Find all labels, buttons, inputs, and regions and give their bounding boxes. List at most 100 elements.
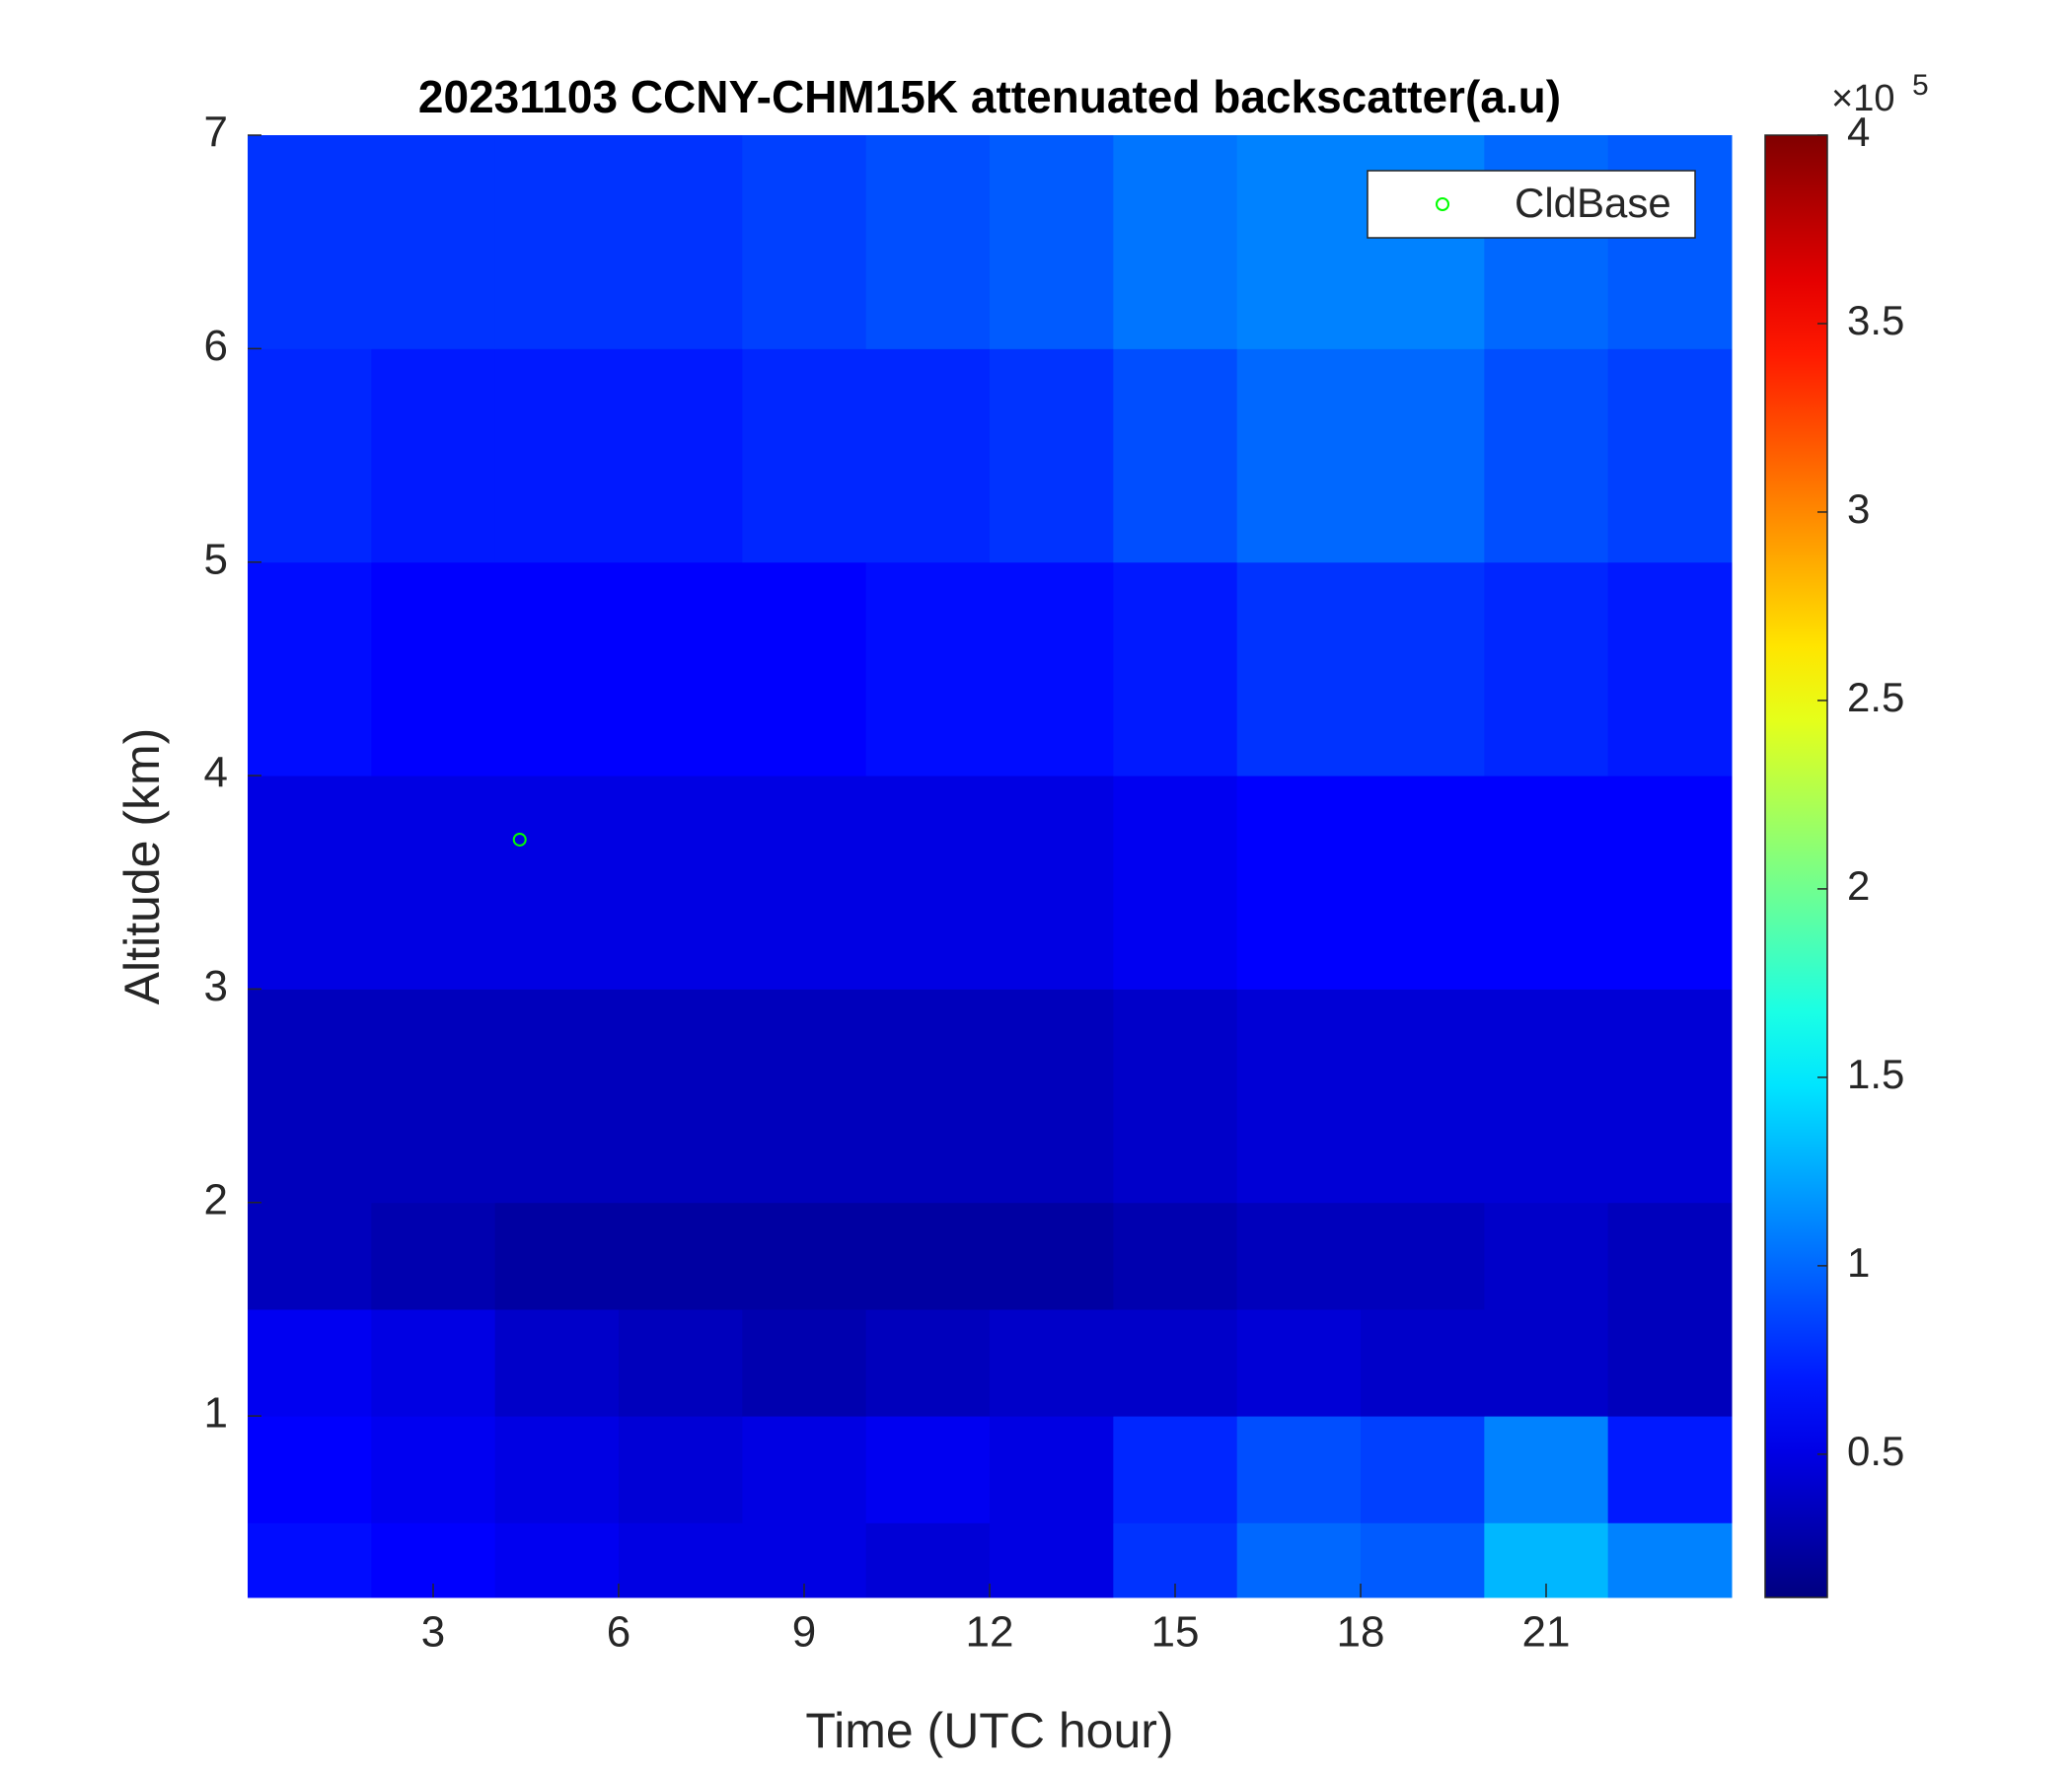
heatmap-cell bbox=[1236, 348, 1362, 563]
heatmap-cell bbox=[742, 1202, 867, 1310]
heatmap-cell bbox=[742, 989, 867, 1204]
heatmap-cell bbox=[1607, 776, 1733, 990]
heatmap-cell bbox=[1361, 1522, 1485, 1598]
heatmap-cell bbox=[1236, 776, 1362, 990]
heatmap-cell bbox=[742, 776, 867, 990]
heatmap-cell bbox=[1484, 561, 1609, 777]
heatmap-cell bbox=[248, 1202, 372, 1310]
heatmap-cell bbox=[1113, 989, 1238, 1204]
heatmap-cell bbox=[619, 1416, 743, 1523]
colorbar-tick-label: 1 bbox=[1847, 1239, 1870, 1286]
colorbar-tick-label: 1.5 bbox=[1847, 1051, 1904, 1097]
heatmap-cell bbox=[990, 348, 1114, 563]
heatmap-cell bbox=[619, 776, 743, 990]
heatmap-cell bbox=[1484, 135, 1609, 349]
heatmap-cell bbox=[619, 1202, 743, 1310]
colorbar-tick-label: 2.5 bbox=[1847, 674, 1904, 720]
heatmap-cell bbox=[865, 1522, 991, 1598]
heatmap-cell bbox=[248, 989, 372, 1204]
heatmap-cell bbox=[248, 1416, 372, 1523]
x-axis-label: Time (UTC hour) bbox=[805, 1703, 1173, 1758]
colorbar bbox=[1764, 134, 1828, 1598]
heatmap-cell bbox=[1361, 1416, 1485, 1523]
heatmap-cell bbox=[1361, 776, 1485, 990]
heatmap-cell bbox=[1361, 135, 1485, 349]
heatmap-cell bbox=[1484, 1308, 1609, 1417]
heatmap-cell bbox=[1607, 1522, 1733, 1598]
heatmap-cell bbox=[1361, 1308, 1485, 1417]
cloud-base-point bbox=[512, 832, 527, 847]
x-tick-label: 6 bbox=[607, 1608, 630, 1657]
legend-marker bbox=[1436, 197, 1449, 211]
heatmap-cell bbox=[1484, 348, 1609, 563]
heatmap-cell bbox=[1236, 1416, 1362, 1523]
heatmap-cell bbox=[1236, 1202, 1362, 1310]
heatmap-cell bbox=[742, 135, 867, 349]
heatmap-cell bbox=[619, 135, 743, 349]
heatmap-cell bbox=[990, 1202, 1114, 1310]
heatmap-cell bbox=[1607, 1416, 1733, 1523]
heatmap-cell bbox=[865, 135, 991, 349]
heatmap-cell bbox=[742, 348, 867, 563]
heatmap-cell bbox=[371, 1416, 496, 1523]
y-tick-label: 7 bbox=[204, 109, 228, 157]
heatmap-cell bbox=[990, 561, 1114, 777]
heatmap-cell bbox=[1113, 776, 1238, 990]
y-tick-label: 2 bbox=[204, 1175, 228, 1223]
y-tick-label: 6 bbox=[204, 322, 228, 370]
heatmap-cell bbox=[619, 989, 743, 1204]
heatmap-cell bbox=[1607, 348, 1733, 563]
heatmap-cell bbox=[1236, 561, 1362, 777]
y-tick-label: 4 bbox=[204, 749, 228, 797]
heatmap-cell bbox=[1607, 989, 1733, 1204]
heatmap-cell bbox=[865, 561, 991, 777]
heatmap-cell bbox=[248, 348, 372, 563]
heatmap-cell bbox=[865, 776, 991, 990]
y-axis-label: Altitude (km) bbox=[114, 728, 170, 1005]
heatmap-cell bbox=[1484, 1202, 1609, 1310]
x-tick-label: 21 bbox=[1522, 1608, 1571, 1657]
colorbar-tick-label: 0.5 bbox=[1847, 1428, 1904, 1474]
heatmap-cell bbox=[1607, 135, 1733, 349]
heatmap-cell bbox=[248, 1522, 372, 1598]
heatmap-cell bbox=[990, 1308, 1114, 1417]
heatmap-cell bbox=[248, 776, 372, 990]
heatmap-cell bbox=[990, 1522, 1114, 1598]
heatmap-cell bbox=[1236, 989, 1362, 1204]
heatmap-cell bbox=[1361, 989, 1485, 1204]
heatmap bbox=[248, 135, 1733, 1598]
heatmap-cell bbox=[742, 1308, 867, 1417]
heatmap-cell bbox=[248, 561, 372, 777]
heatmap-cell bbox=[742, 1416, 867, 1523]
heatmap-cell bbox=[371, 348, 496, 563]
heatmap-cell bbox=[494, 348, 620, 563]
heatmap-cell bbox=[1361, 1202, 1485, 1310]
heatmap-cell bbox=[1607, 1202, 1733, 1310]
heatmap-cell bbox=[494, 776, 620, 990]
heatmap-cell bbox=[1484, 989, 1609, 1204]
heatmap-cell bbox=[371, 989, 496, 1204]
heatmap-cell bbox=[619, 561, 743, 777]
heatmap-cell bbox=[1113, 1416, 1238, 1523]
heatmap-cell bbox=[1361, 561, 1485, 777]
heatmap-cell bbox=[1236, 1308, 1362, 1417]
heatmap-cell bbox=[1484, 776, 1609, 990]
heatmap-cell bbox=[990, 135, 1114, 349]
heatmap-cell bbox=[865, 348, 991, 563]
chart-title: 20231103 CCNY-CHM15K attenuated backscat… bbox=[418, 71, 1561, 122]
heatmap-cell bbox=[1607, 1308, 1733, 1417]
heatmap-cell bbox=[1113, 1308, 1238, 1417]
colorbar-tick-label: 4 bbox=[1847, 109, 1870, 155]
heatmap-cell bbox=[990, 1416, 1114, 1523]
heatmap-cell bbox=[1113, 348, 1238, 563]
heatmap-cell bbox=[494, 989, 620, 1204]
heatmap-cell bbox=[371, 776, 496, 990]
heatmap-cell bbox=[1361, 348, 1485, 563]
heatmap-cell bbox=[865, 1416, 991, 1523]
colorbar-tick-label: 3 bbox=[1847, 485, 1870, 532]
colorbar-scale-base: ×10 bbox=[1831, 78, 1894, 119]
x-tick-label: 9 bbox=[792, 1608, 816, 1657]
heatmap-cell bbox=[619, 1522, 743, 1598]
